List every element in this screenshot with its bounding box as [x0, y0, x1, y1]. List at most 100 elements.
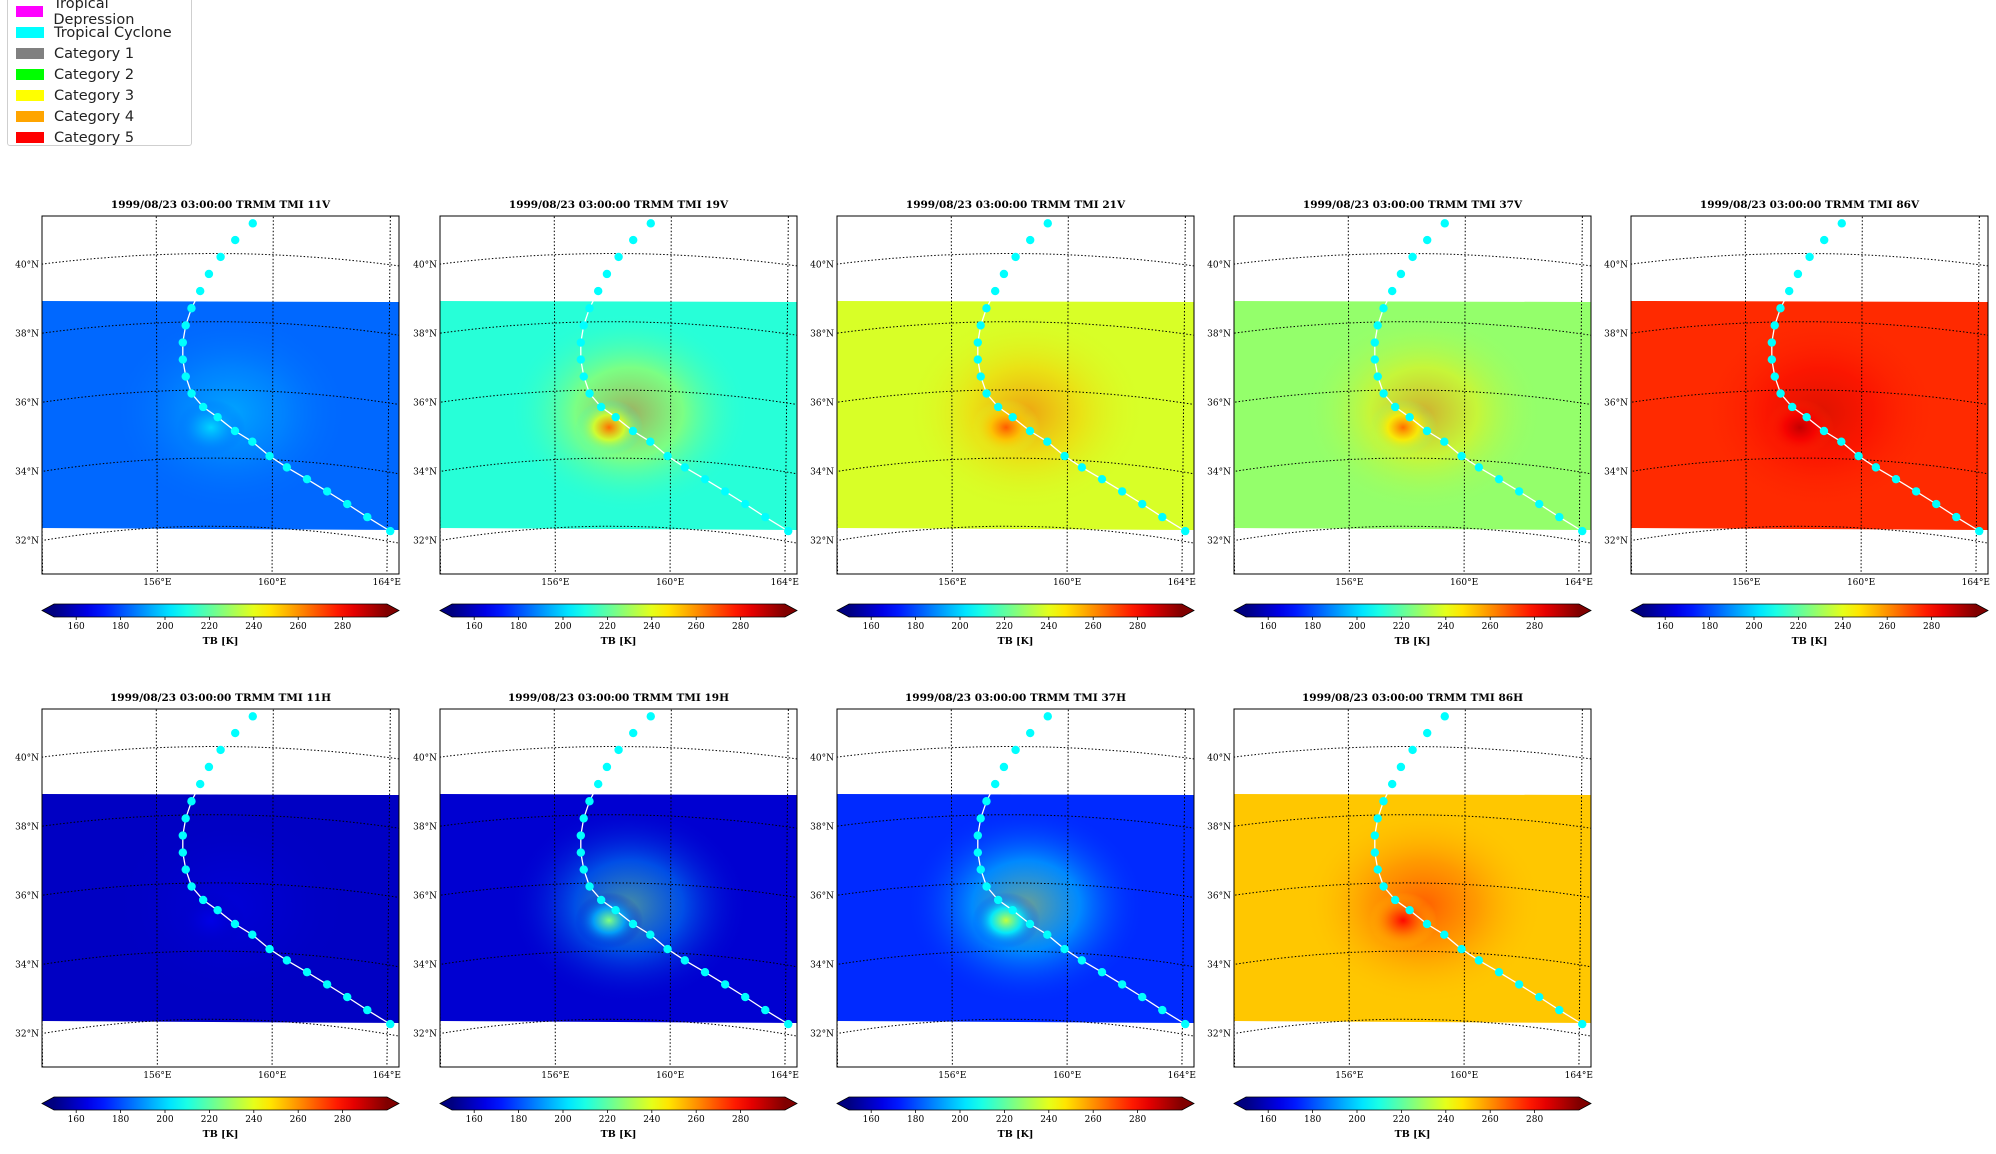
track-point: [1379, 882, 1388, 891]
track-point: [195, 286, 205, 296]
lat-tick-label: 40°N: [810, 753, 834, 763]
map-frame: [41, 708, 400, 1068]
track-point: [720, 980, 730, 989]
colorbar-extend-low: [42, 604, 54, 617]
colorbar-tick-label: 200: [951, 1115, 968, 1125]
track-point: [646, 712, 655, 721]
lon-tick-label: 156°E: [938, 578, 966, 588]
track-point: [1494, 967, 1504, 977]
lon-tick-label: 160°E: [258, 578, 286, 588]
lat-tick-label: 36°N: [810, 891, 834, 901]
parallel-line: [837, 457, 1194, 475]
track-point: [1373, 321, 1382, 330]
storm-core: [177, 892, 246, 949]
meridian-line: [1181, 709, 1186, 1067]
legend-item: Category 2: [16, 64, 191, 85]
track-point: [593, 779, 603, 789]
parallel-line: [837, 1018, 1194, 1037]
track-point: [302, 474, 312, 484]
parallel-line: [42, 745, 399, 760]
colorbar-tick-label: 160: [1657, 622, 1674, 632]
graticule: [837, 709, 1194, 1067]
track-point: [1776, 389, 1785, 398]
track-point: [628, 426, 638, 436]
lon-tick-label: 156°E: [541, 578, 569, 588]
parallel-line: [440, 882, 797, 898]
track-point: [1026, 728, 1035, 738]
parallel-line: [837, 745, 1194, 760]
panel-title: 1999/08/23 03:00:00 TRMM TMI 19H: [508, 692, 729, 704]
colorbar-tick-label: 240: [245, 622, 262, 632]
lon-tick-label: 160°E: [1847, 578, 1875, 588]
track-point: [1891, 474, 1901, 484]
parallel-line: [837, 950, 1194, 968]
lat-tick-label: 32°N: [1207, 537, 1231, 547]
panel-title: 1999/08/23 03:00:00 TRMM TMI 86V: [1700, 199, 1920, 211]
track-point: [181, 372, 190, 381]
map-frame: [41, 215, 400, 575]
colorbar-extend-high: [1579, 1097, 1591, 1110]
map-frame: [439, 708, 798, 1068]
colorbar: 160 180 200 220 240 260 280 TB [K]: [439, 603, 798, 647]
lat-tick-label: 40°N: [15, 260, 39, 270]
track-point: [629, 728, 638, 738]
track-point: [596, 402, 606, 412]
track-point: [181, 321, 190, 330]
track-point: [1181, 1019, 1190, 1029]
colorbar-outline: [439, 1096, 798, 1111]
track-point: [1390, 402, 1400, 412]
track-point: [1975, 526, 1984, 536]
track-point: [1422, 426, 1432, 436]
colorbar-label: TB [K]: [1792, 636, 1828, 647]
parallel-line: [440, 525, 797, 544]
track-point: [343, 499, 352, 509]
map-frame: [1630, 215, 1989, 575]
parallel-line: [440, 814, 797, 829]
lon-tick-label: 156°E: [938, 1071, 966, 1081]
track-point: [973, 848, 983, 857]
track-point: [585, 304, 594, 313]
meridian-line: [1975, 216, 1980, 574]
track-point: [1008, 905, 1017, 915]
parallel-line: [440, 457, 797, 475]
track-point: [596, 895, 606, 905]
track-point: [265, 451, 274, 461]
colorbar-label: TB [K]: [203, 636, 239, 647]
parallel-line: [1234, 1018, 1591, 1037]
lat-tick-label: 32°N: [15, 537, 39, 547]
colorbar-tick-label: 200: [554, 1115, 571, 1125]
track-point: [680, 956, 690, 965]
lat-tick-label: 34°N: [15, 960, 39, 970]
lat-tick-label: 34°N: [810, 467, 834, 477]
colorbar-tick-label: 160: [466, 1115, 483, 1125]
lat-tick-label: 36°N: [15, 398, 39, 408]
colorbar-extend-high: [1182, 604, 1194, 617]
track-point: [602, 762, 612, 772]
panel-title: 1999/08/23 03:00:00 TRMM TMI 37H: [905, 692, 1126, 704]
track-point: [178, 848, 188, 857]
graticule: [440, 216, 797, 574]
storm-core: [575, 399, 644, 456]
lon-tick-label: 160°E: [656, 578, 684, 588]
legend-label: Category 5: [54, 129, 135, 146]
colorbar-tick-label: 180: [112, 1115, 129, 1125]
track-point: [1370, 848, 1380, 857]
track-point: [646, 930, 655, 939]
track-point: [576, 355, 586, 364]
colorbar-tick-label: 260: [688, 1115, 705, 1125]
colorbar-tick-label: 260: [1879, 622, 1896, 632]
track-point: [1854, 451, 1863, 461]
track-point: [1379, 304, 1388, 313]
track-point: [585, 797, 594, 806]
legend-item: Category 4: [16, 106, 191, 127]
lat-tick-label: 34°N: [810, 960, 834, 970]
map-panel: 1999/08/23 03:00:00 TRMM TMI 86V 32°N 34°N…: [1604, 199, 1990, 647]
parallel-line: [440, 1018, 797, 1037]
legend-swatch: [16, 27, 44, 38]
colorbar-extend-low: [1234, 1097, 1246, 1110]
map-panel: 1999/08/23 03:00:00 TRMM TMI 86H 32°N 34°N…: [1207, 692, 1593, 1140]
colorbar-outline: [41, 1096, 400, 1111]
colorbar-tick-label: 220: [996, 1115, 1013, 1125]
track-point: [1440, 437, 1449, 446]
track-point: [181, 814, 190, 823]
